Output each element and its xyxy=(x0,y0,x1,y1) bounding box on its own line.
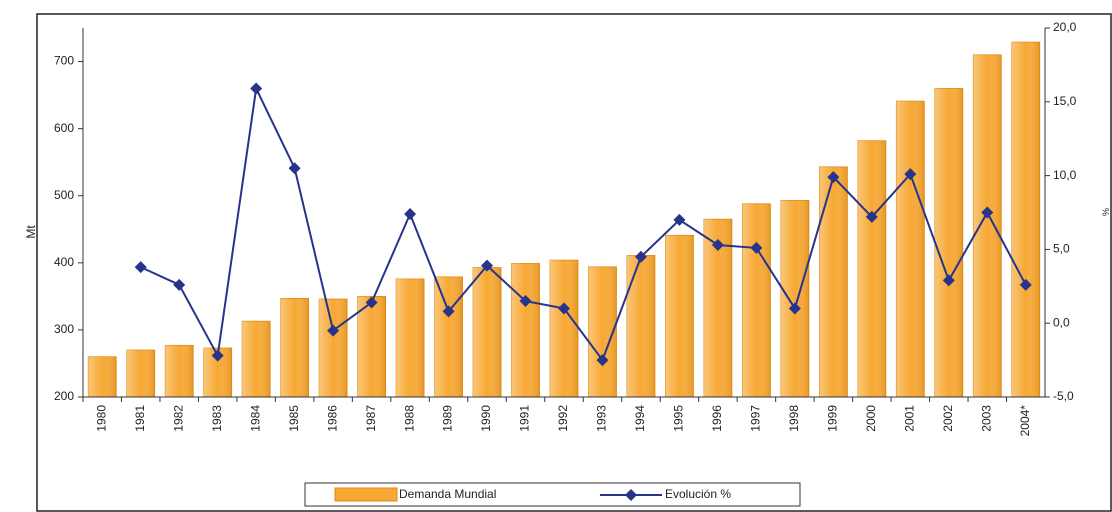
line-marker xyxy=(173,278,186,291)
bar-shade xyxy=(473,267,502,397)
line-marker xyxy=(481,259,494,272)
line-marker xyxy=(711,238,724,251)
y2-tick-label: -5,0 xyxy=(1053,389,1074,403)
bar-shade xyxy=(896,101,925,397)
y2-tick-label: 20,0 xyxy=(1053,20,1077,34)
line-marker xyxy=(634,250,647,263)
bar-shade xyxy=(1011,42,1040,398)
bar-shade xyxy=(665,235,694,397)
line-marker xyxy=(250,82,263,95)
y-tick-label: 400 xyxy=(54,255,74,269)
bar-shade xyxy=(857,140,886,398)
y2-tick-label: 10,0 xyxy=(1053,168,1077,182)
chart-frame xyxy=(36,13,1112,512)
bar-shade xyxy=(357,296,386,397)
line-marker xyxy=(327,324,340,337)
line-marker xyxy=(750,241,763,254)
line-marker xyxy=(942,274,955,287)
x-tick-label: 1983 xyxy=(210,405,224,432)
bar-shade xyxy=(550,260,578,397)
line xyxy=(140,85,1027,363)
line-marker xyxy=(673,213,686,226)
x-tick-label: 1982 xyxy=(171,405,185,432)
bar-shade xyxy=(742,203,771,397)
x-tick-label: 1991 xyxy=(518,405,532,432)
y-tick-label: 300 xyxy=(54,322,74,336)
x-tick-label: 2001 xyxy=(902,405,916,432)
x-tick-label: 1996 xyxy=(710,405,724,432)
bar-shade xyxy=(511,263,540,397)
x-tick-label: 1985 xyxy=(287,405,301,432)
line-marker xyxy=(981,206,994,219)
bar-shade xyxy=(626,255,655,397)
y-tick-label: 200 xyxy=(54,389,74,403)
bar-shade xyxy=(319,299,348,397)
x-tick-label: 1986 xyxy=(325,405,339,432)
x-tick-label: 1998 xyxy=(787,405,801,432)
line-marker xyxy=(211,349,224,362)
x-tick-label: 1980 xyxy=(94,405,108,432)
legend-swatch xyxy=(625,489,637,501)
line-marker xyxy=(519,295,532,308)
x-tick-label: 1988 xyxy=(402,405,416,432)
x-tick-label: 1997 xyxy=(749,405,763,432)
x-tick-label: 2002 xyxy=(941,405,955,432)
line-marker xyxy=(442,305,455,318)
line-marker xyxy=(134,261,147,274)
line-marker xyxy=(596,354,609,367)
line-marker xyxy=(865,210,878,223)
bar-shade xyxy=(934,88,963,397)
y-tick-label: 700 xyxy=(54,54,74,68)
x-tick-label: 1994 xyxy=(633,405,647,432)
y2-tick-label: 15,0 xyxy=(1053,94,1077,108)
line-marker xyxy=(288,162,301,175)
legend-swatch xyxy=(334,487,398,502)
y-axis-label: Mt xyxy=(24,225,38,239)
line-marker xyxy=(558,302,570,315)
y2-tick-label: 0,0 xyxy=(1053,315,1070,329)
bar-shade xyxy=(588,266,617,397)
bar-shade xyxy=(165,345,194,397)
legend-label: Evolución % xyxy=(665,487,731,501)
bar-shade xyxy=(780,200,809,397)
line-marker xyxy=(404,207,417,220)
legend-label: Demanda Mundial xyxy=(399,487,496,501)
y-tick-label: 500 xyxy=(54,188,74,202)
bar-shade xyxy=(126,350,155,397)
line-marker xyxy=(1019,278,1032,291)
x-tick-label: 2000 xyxy=(864,405,878,432)
bar-shade xyxy=(88,356,117,397)
x-tick-label: 1993 xyxy=(595,405,609,432)
bar-shade xyxy=(242,321,271,397)
y2-tick-label: 5,0 xyxy=(1053,242,1070,256)
x-tick-label: 2004* xyxy=(1018,405,1032,437)
y-tick-label: 600 xyxy=(54,121,74,135)
bar-shade xyxy=(280,298,309,397)
bar-shade xyxy=(819,166,848,397)
y2-axis-label: % xyxy=(1101,208,1111,216)
x-tick-label: 1995 xyxy=(672,405,686,432)
x-tick-label: 1990 xyxy=(479,405,493,432)
x-tick-label: 1992 xyxy=(556,405,570,432)
bar-shade xyxy=(973,54,1002,397)
x-tick-label: 1989 xyxy=(441,405,455,432)
legend-box xyxy=(304,482,801,507)
x-tick-label: 2003 xyxy=(979,405,993,432)
line-marker xyxy=(827,171,840,184)
line-marker xyxy=(904,168,917,181)
x-tick-label: 1984 xyxy=(248,405,262,432)
x-tick-label: 1981 xyxy=(133,405,147,432)
x-tick-label: 1987 xyxy=(364,405,378,432)
bar-shade xyxy=(434,276,463,397)
line-marker xyxy=(365,296,378,309)
line-marker xyxy=(788,302,801,315)
x-tick-label: 1999 xyxy=(826,405,840,432)
bar-shade xyxy=(396,278,425,397)
